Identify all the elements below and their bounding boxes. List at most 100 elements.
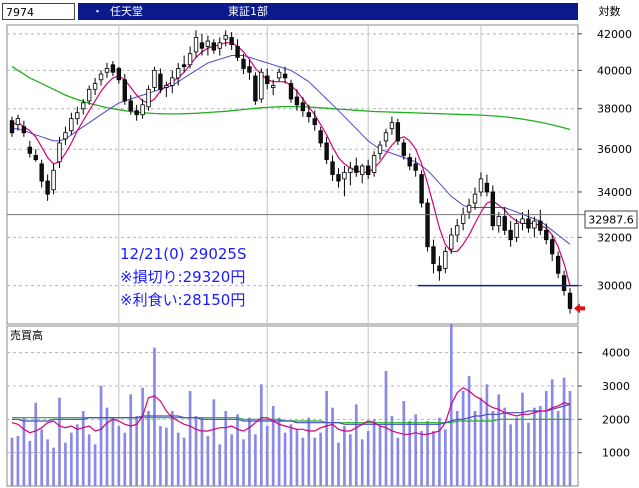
volume-bar — [259, 384, 263, 486]
annotation-line-3: ※利食い:28150円 — [120, 291, 245, 309]
candle — [449, 228, 454, 254]
volume-axis: 1000 2000 3000 4000 — [578, 347, 630, 460]
candle — [158, 68, 163, 94]
candle — [532, 216, 537, 238]
volume-bar — [461, 391, 465, 486]
volume-bar — [473, 411, 477, 486]
candle — [377, 140, 383, 160]
volume-bars — [10, 324, 572, 486]
candle — [164, 81, 169, 98]
candle — [110, 61, 116, 76]
volume-bar — [265, 426, 269, 486]
volume-tick-label: 3000 — [602, 380, 630, 393]
candle — [122, 74, 127, 105]
volume-bar — [289, 424, 293, 486]
volume-bar — [206, 436, 210, 486]
price-tick-label: 38000 — [597, 103, 632, 116]
volume-bar — [325, 391, 328, 486]
volume-bar — [550, 379, 554, 486]
candle — [181, 55, 187, 73]
candle — [45, 174, 50, 201]
candle — [478, 172, 484, 197]
candle — [318, 126, 323, 148]
candle — [33, 149, 38, 162]
volume-tick-label: 1000 — [602, 447, 630, 460]
candle — [306, 104, 311, 123]
candle — [555, 251, 561, 279]
price-tick-label: 32000 — [597, 231, 632, 244]
price-tick-label: 36000 — [597, 143, 632, 156]
volume-bar — [420, 431, 423, 486]
candle — [92, 77, 98, 96]
volume-bar — [283, 432, 287, 486]
volume-bar — [111, 417, 115, 486]
volume-bar — [568, 391, 572, 486]
volume-bar — [277, 417, 281, 486]
stock-name: 任天堂 — [110, 5, 143, 18]
candle — [98, 70, 104, 86]
candle — [176, 62, 181, 86]
candle — [354, 157, 359, 177]
candle — [116, 66, 122, 84]
volume-bar — [22, 417, 26, 486]
volume-tick-label: 2000 — [602, 413, 630, 426]
volume-bar — [414, 414, 417, 486]
candle — [389, 116, 395, 135]
volume-bar — [467, 376, 471, 486]
candle — [561, 270, 567, 296]
volume-bar — [188, 391, 192, 486]
volume-bar — [230, 434, 233, 486]
volume-bar — [544, 391, 548, 486]
candle — [348, 161, 353, 186]
volume-bar — [295, 429, 299, 486]
candle — [235, 39, 240, 62]
volume-bar — [378, 426, 382, 486]
volume-bar — [242, 439, 245, 486]
name-bullet: ・ — [92, 5, 103, 18]
candle — [413, 157, 418, 177]
candle — [51, 163, 56, 195]
price-tick-label: 40000 — [597, 64, 632, 77]
market-name: 東証1部 — [228, 5, 268, 18]
volume-bar — [176, 432, 180, 486]
candle — [276, 68, 282, 82]
volume-bar — [384, 371, 388, 486]
annotation-line-1: 12/21(0) 29025S — [120, 245, 246, 263]
volume-bar — [40, 429, 44, 486]
volume-bar — [533, 407, 536, 486]
candle — [253, 72, 258, 105]
scale-mode-button[interactable]: 対数 — [582, 3, 637, 20]
title-bar: 7974 ・ 任天堂 東証1部 対数 — [0, 0, 639, 24]
volume-bar — [75, 424, 79, 486]
volume-bar — [105, 407, 109, 486]
price-tick-label: 34000 — [597, 186, 632, 199]
volume-bar — [87, 434, 91, 486]
candlesticks — [9, 30, 573, 314]
stock-code-field[interactable]: 7974 — [2, 3, 75, 20]
candle — [484, 174, 490, 197]
volume-bar — [432, 431, 435, 486]
candle — [383, 128, 389, 148]
candle — [63, 126, 68, 146]
volume-bar — [313, 437, 317, 486]
volume-bar — [123, 432, 127, 486]
volume-bar — [99, 386, 103, 486]
candle — [544, 223, 549, 245]
volume-bar — [319, 432, 323, 486]
candle — [324, 136, 329, 164]
volume-bar — [64, 442, 67, 486]
volume-bar — [200, 417, 204, 486]
volume-bar — [360, 439, 364, 486]
candle — [443, 246, 448, 274]
volume-ma-short-line — [11, 386, 571, 435]
candle — [360, 163, 365, 184]
price-tick-label: 30000 — [597, 280, 632, 293]
candle — [140, 98, 145, 119]
scale-mode-label: 対数 — [598, 5, 621, 18]
candle — [69, 112, 74, 135]
volume-bar — [81, 411, 85, 486]
stock-name-bar: ・ 任天堂 東証1部 — [78, 3, 578, 20]
candle — [407, 153, 412, 171]
candle — [271, 79, 276, 96]
